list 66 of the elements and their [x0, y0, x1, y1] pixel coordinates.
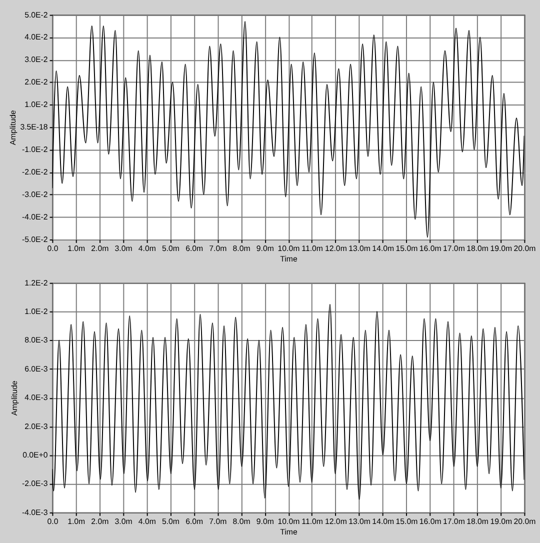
- x-tick-label: 2.0m: [91, 244, 110, 253]
- y-tick-label: 2.0E-3: [24, 422, 48, 431]
- x-tick-label: 11.0m: [302, 244, 324, 253]
- x-tick-label: 16.0m: [419, 244, 442, 253]
- x-tick-label: 9.0m: [256, 244, 274, 253]
- x-tick-label: 15.0m: [396, 244, 418, 253]
- x-tick-label: 8.0m: [232, 244, 251, 253]
- y-tick-label: 6.0E-3: [24, 364, 48, 374]
- x-axis-title: Time: [280, 528, 298, 537]
- y-tick-label: 1.2E-2: [24, 278, 48, 288]
- y-tick-label: 1.0E-2: [24, 306, 48, 316]
- x-tick-label: 0.0: [47, 516, 59, 526]
- y-tick-label: 8.0E-3: [24, 336, 48, 345]
- x-tick-label: 14.0m: [372, 516, 395, 526]
- x-tick-label: 10.0m: [278, 516, 300, 526]
- x-tick-label: 2.0m: [91, 516, 110, 526]
- x-tick-label: 9.0m: [256, 516, 274, 526]
- x-tick-label: 13.0m: [348, 244, 371, 253]
- y-tick-label: -4.0E-3: [22, 508, 48, 517]
- x-tick-label: 10.0m: [278, 244, 300, 253]
- x-tick-label: 1.0m: [68, 516, 86, 526]
- x-tick-label: 14.0m: [372, 244, 395, 253]
- x-tick-label: 3.0m: [114, 244, 133, 253]
- x-tick-label: 11.0m: [302, 516, 324, 526]
- x-tick-label: 3.0m: [114, 516, 133, 526]
- x-axis-title: Time: [280, 254, 298, 264]
- y-tick-label: 3.0E-2: [24, 55, 48, 64]
- x-tick-label: 1.0m: [68, 244, 86, 253]
- x-tick-label: 15.0m: [396, 516, 418, 526]
- y-tick-label: 4.0E-3: [24, 393, 48, 402]
- x-tick-label: 4.0m: [138, 516, 156, 526]
- y-tick-label: 3.5E-18: [20, 122, 48, 132]
- x-tick-label: 19.0m: [490, 516, 513, 526]
- x-tick-label: 18.0m: [466, 516, 489, 526]
- x-tick-label: 6.0m: [186, 516, 204, 526]
- y-axis-title: Amplitude: [10, 380, 20, 416]
- y-tick-label: -1.0E-2: [22, 145, 48, 154]
- x-tick-label: 16.0m: [419, 516, 442, 526]
- y-tick-label: -4.0E-2: [22, 212, 48, 222]
- x-tick-label: 5.0m: [162, 516, 180, 526]
- y-tick-label: -2.0E-2: [22, 168, 48, 177]
- x-tick-label: 7.0m: [209, 244, 228, 253]
- y-tick-label: 1.0E-2: [24, 100, 48, 110]
- x-tick-label: 13.0m: [348, 516, 371, 526]
- x-tick-label: 19.0m: [490, 244, 513, 253]
- y-tick-label: -2.0E-3: [22, 479, 48, 488]
- x-tick-label: 4.0m: [138, 244, 156, 253]
- y-tick-label: 5.0E-2: [24, 10, 48, 20]
- y-tick-label: 2.0E-2: [24, 78, 48, 87]
- x-tick-label: 5.0m: [162, 244, 180, 253]
- x-tick-label: 12.0m: [324, 516, 348, 526]
- y-tick-label: 4.0E-2: [24, 32, 48, 42]
- x-tick-label: 18.0m: [466, 244, 489, 253]
- y-tick-label: -3.0E-2: [22, 190, 48, 200]
- x-tick-label: 8.0m: [232, 516, 251, 526]
- x-tick-label: 17.0m: [442, 244, 466, 253]
- y-axis-title: Amplitude: [8, 110, 18, 146]
- x-tick-label: 6.0m: [186, 244, 204, 253]
- x-tick-label: 12.0m: [324, 244, 348, 253]
- x-tick-label: 20.0m: [514, 244, 536, 253]
- y-tick-label: -5.0E-2: [22, 234, 48, 244]
- x-tick-label: 17.0m: [442, 516, 466, 526]
- x-tick-label: 7.0m: [209, 516, 228, 526]
- y-tick-label: 0.0E+0: [22, 450, 48, 460]
- x-tick-label: 0.0: [47, 244, 59, 253]
- x-tick-label: 20.0m: [514, 516, 536, 526]
